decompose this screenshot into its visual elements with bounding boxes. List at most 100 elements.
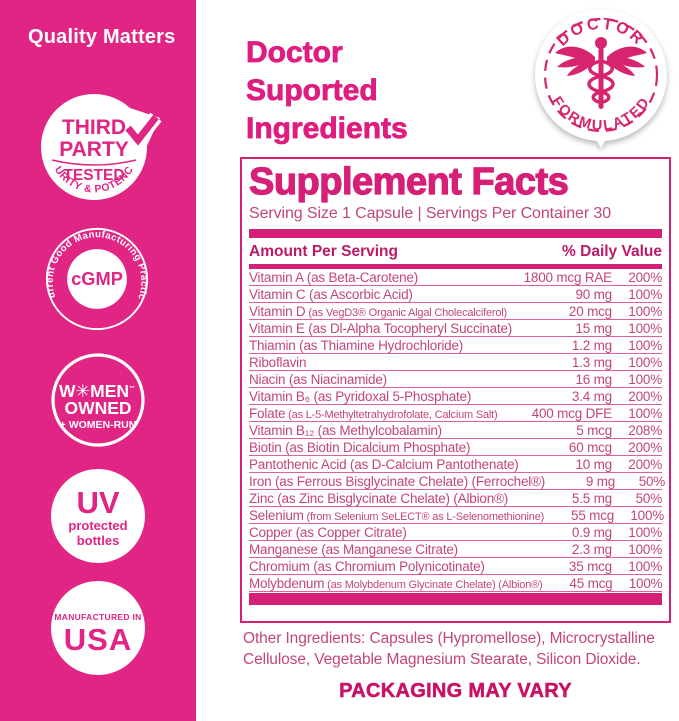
sidebar-title: Quality Matters <box>28 26 176 48</box>
third-party-line1: THIRD <box>62 116 126 139</box>
page-title-line1: Doctor <box>246 36 343 70</box>
nutrient-amount: 90 mg <box>575 287 612 302</box>
made-in-usa-badge-icon: MANUFACTURED IN USA <box>51 581 145 675</box>
third-party-tested-badge-icon: THIRD PARTY TESTED PURITY & POTENCY <box>32 90 162 200</box>
nutrient-name: Vitamin C (as Ascorbic Acid) <box>249 287 413 302</box>
page-title-line3: Ingredients <box>246 112 409 146</box>
nutrient-table: Vitamin A (as Beta-Carotene) 1800 mcg RAE… <box>249 269 666 592</box>
supplement-facts-title: Supplement Facts <box>248 160 569 203</box>
cgmp-center-text: cGMP <box>71 268 123 289</box>
nutrient-daily-value: 100% <box>628 559 662 574</box>
nutrient-daily-value: 50% <box>635 491 663 506</box>
nutrient-name: Selenium (from Selenium SeLECT® as L-Sel… <box>249 508 545 523</box>
column-daily-value: % Daily Value <box>562 243 662 260</box>
nutrient-daily-value: 100% <box>628 542 662 557</box>
nutrient-daily-value: 50% <box>638 474 666 489</box>
nutrient-daily-value: 200% <box>628 270 662 285</box>
nutrient-amount: 3.4 mg <box>571 389 612 404</box>
nutrient-daily-value: 100% <box>628 321 662 336</box>
packaging-may-vary-text: PACKAGING MAY VARY <box>339 680 572 703</box>
table-row: Niacin (as Niacinamide) 16 mg 100% <box>249 371 662 388</box>
page-title-line2: Suported <box>246 74 378 108</box>
table-row: Selenium (from Selenium SeLECT® as L-Sel… <box>249 507 664 524</box>
nutrient-name: Biotin (as Biotin Dicalcium Phosphate) <box>249 440 471 455</box>
third-party-band: TESTED <box>63 167 124 184</box>
caduceus-icon <box>555 37 647 109</box>
uv-line2: protected <box>68 518 127 533</box>
nutrient-amount: 1.3 mg <box>571 355 612 370</box>
other-ingredients-text: Other Ingredients: Capsules (Hypromellos… <box>243 630 655 668</box>
nutrient-daily-value: 100% <box>628 287 662 302</box>
usa-big-text: USA <box>64 622 132 657</box>
nutrient-name: Copper (as Copper Citrate) <box>249 525 407 540</box>
nutrient-name: Zinc (as Zinc Bisglycinate Chelate) (Alb… <box>249 491 509 506</box>
nutrient-name: Vitamin B₁₂ (as Methylcobalamin) <box>249 423 442 438</box>
nutrient-amount: 2.3 mg <box>571 542 612 557</box>
uv-big-text: UV <box>76 485 119 520</box>
women-owned-badge-icon: W✳MEN™ OWNED + WOMEN-RUN <box>51 353 145 447</box>
usa-small-text: MANUFACTURED IN <box>54 612 141 622</box>
third-party-line2: PARTY <box>59 138 129 161</box>
nutrient-amount: 15 mg <box>575 321 612 336</box>
supplement-facts-panel: Supplement Facts Serving Size 1 Capsule … <box>240 157 671 623</box>
divider-bar <box>249 593 662 605</box>
women-owned-line2: OWNED <box>64 398 131 418</box>
nutrient-amount: 9 mg <box>585 474 616 489</box>
nutrient-amount: 5 mcg <box>576 423 612 438</box>
nutrient-amount: 1800 mcg RAE <box>523 270 613 285</box>
uv-line3: bottles <box>77 533 120 548</box>
table-row: Vitamin A (as Beta-Carotene) 1800 mcg RAE… <box>249 269 662 286</box>
table-row: Iron (as Ferrous Bisglycinate Chelate) (… <box>249 473 666 490</box>
women-owned-line1: W✳MEN <box>59 381 129 401</box>
nutrient-name: Manganese (as Manganese Citrate) <box>249 542 458 557</box>
nutrient-name: Pantothenic Acid (as D-Calcium Pantothen… <box>249 457 519 472</box>
nutrient-name: Vitamin D (as VegD3® Organic Algal Chole… <box>249 304 507 319</box>
nutrient-amount: 5.5 mg <box>571 491 612 506</box>
nutrient-name: Vitamin A (as Beta-Carotene) <box>249 270 418 285</box>
nutrient-daily-value: 100% <box>628 406 662 421</box>
nutrient-name-detail: (as L-5-Methyltetrahydrofolate, Calcium … <box>285 409 498 421</box>
nutrient-daily-value: 100% <box>628 576 663 591</box>
svg-text:W✳MEN™: W✳MEN™ <box>59 381 135 401</box>
nutrient-amount: 10 mg <box>575 457 612 472</box>
nutrient-daily-value: 100% <box>628 355 662 370</box>
table-row: Zinc (as Zinc Bisglycinate Chelate) (Alb… <box>249 490 662 507</box>
nutrient-name-detail: (from Selenium SeLECT® as L-Selenomethio… <box>303 511 545 523</box>
nutrient-amount: 60 mcg <box>568 440 612 455</box>
table-row: Molybdenum (as Molybdenum Glycinate Chel… <box>249 575 663 592</box>
nutrient-amount: 20 mcg <box>568 304 612 319</box>
nutrient-daily-value: 208% <box>628 423 662 438</box>
nutrient-name: Vitamin E (as Dl-Alpha Tocopheryl Succin… <box>249 321 513 336</box>
table-row: Vitamin C (as Ascorbic Acid) 90 mg 100% <box>249 286 662 303</box>
table-header-row: Amount Per Serving % Daily Value <box>249 240 662 263</box>
nutrient-amount: 0.9 mg <box>571 525 612 540</box>
table-row: Manganese (as Manganese Citrate) 2.3 mg 10… <box>249 541 662 558</box>
nutrient-daily-value: 200% <box>628 440 662 455</box>
nutrient-name: Vitamin B₆ (as Pyridoxal 5-Phosphate) <box>249 389 472 404</box>
nutrient-daily-value: 100% <box>628 304 662 319</box>
table-row: Vitamin B₆ (as Pyridoxal 5-Phosphate) 3.4… <box>249 388 662 405</box>
nutrient-name: Thiamin (as Thiamine Hydrochloride) <box>249 338 464 353</box>
nutrient-name: Niacin (as Niacinamide) <box>249 372 387 387</box>
nutrient-name: Chromium (as Chromium Polynicotinate) <box>249 559 485 574</box>
table-row: Folate (as L-5-Methyltetrahydrofolate, C… <box>249 405 662 422</box>
divider-bar <box>249 229 662 238</box>
table-row: Thiamin (as Thiamine Hydrochloride) 1.2 m… <box>249 337 662 354</box>
nutrient-amount: 16 mg <box>575 372 612 387</box>
sidebar: Quality Matters THIRD PARTY TESTED PURIT… <box>0 0 196 721</box>
nutrient-daily-value: 100% <box>628 525 662 540</box>
doctor-formulated-badge-icon: DOCTOR FORMULATED <box>535 9 667 148</box>
nutrient-name: Folate (as L-5-Methyltetrahydrofolate, C… <box>249 406 498 421</box>
table-row: Pantothenic Acid (as D-Calcium Pantothen… <box>249 456 662 473</box>
women-owned-line3: + WOMEN-RUN <box>60 419 137 431</box>
nutrient-amount: 45 mcg <box>569 576 613 591</box>
nutrient-name-detail: (as Molybdenum Glycinate Chelate) (Albio… <box>324 579 543 591</box>
nutrient-name-detail: (as VegD3® Organic Algal Cholecalciferol… <box>305 307 507 319</box>
table-row: Chromium (as Chromium Polynicotinate) 35 … <box>249 558 662 575</box>
table-row: Vitamin E (as Dl-Alpha Tocopheryl Succin… <box>249 320 662 337</box>
nutrient-name: Iron (as Ferrous Bisglycinate Chelate) (… <box>249 474 546 489</box>
table-row: Copper (as Copper Citrate) 0.9 mg 100% <box>249 524 662 541</box>
table-row: Biotin (as Biotin Dicalcium Phosphate) 60… <box>249 439 662 456</box>
